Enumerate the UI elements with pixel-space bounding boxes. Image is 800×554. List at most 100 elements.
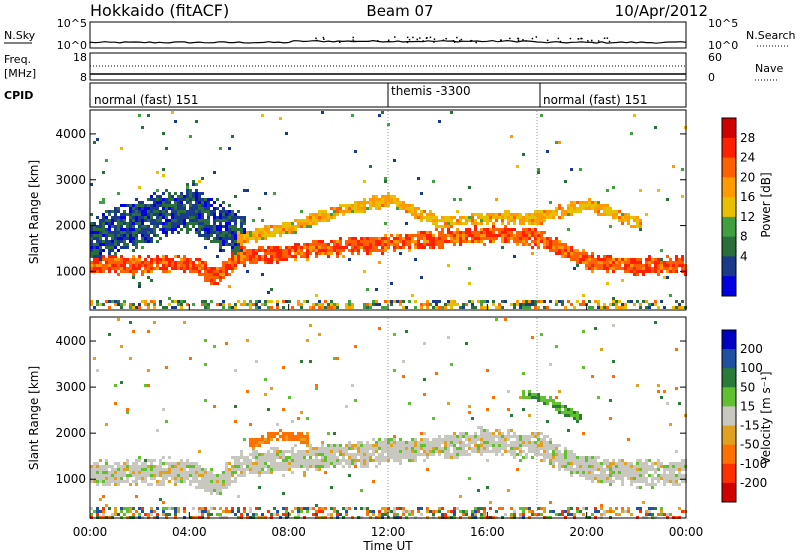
heatmap-cell bbox=[534, 450, 537, 453]
heatmap-cell bbox=[366, 513, 369, 516]
heatmap-cell bbox=[174, 474, 177, 477]
heatmap-cell bbox=[135, 270, 138, 273]
heatmap-cell bbox=[504, 450, 507, 453]
heatmap-cell bbox=[243, 510, 246, 513]
heatmap-cell bbox=[207, 273, 210, 276]
heatmap-cell bbox=[171, 264, 174, 267]
heatmap-cell bbox=[147, 204, 150, 207]
heatmap-cell bbox=[681, 264, 684, 267]
heatmap-cell bbox=[555, 303, 558, 306]
heatmap-cell bbox=[633, 273, 636, 276]
heatmap-cell bbox=[210, 282, 213, 285]
heatmap-cell bbox=[426, 456, 429, 459]
heatmap-cell bbox=[381, 447, 384, 450]
heatmap-cell bbox=[588, 255, 591, 258]
heatmap-cell bbox=[228, 477, 231, 480]
heatmap-cell bbox=[543, 402, 546, 405]
heatmap-cell bbox=[426, 468, 429, 471]
heatmap-cell bbox=[483, 507, 486, 510]
heatmap-cell bbox=[366, 459, 369, 462]
heatmap-cell bbox=[591, 462, 594, 465]
heatmap-cell bbox=[552, 465, 555, 468]
heatmap-cell bbox=[204, 207, 207, 210]
heatmap-cell bbox=[180, 219, 183, 222]
heatmap-cell bbox=[510, 213, 513, 216]
heatmap-cell bbox=[627, 264, 630, 267]
heatmap-cell bbox=[678, 468, 681, 471]
heatmap-cell bbox=[288, 513, 291, 516]
heatmap-cell bbox=[303, 507, 306, 510]
heatmap-cell bbox=[183, 225, 186, 228]
heatmap-cell bbox=[369, 165, 372, 168]
heatmap-cell bbox=[396, 198, 399, 201]
heatmap-cell bbox=[420, 276, 423, 279]
heatmap-cell bbox=[234, 228, 237, 231]
heatmap-cell bbox=[105, 300, 108, 303]
heatmap-cell bbox=[288, 438, 291, 441]
heatmap-cell bbox=[531, 303, 534, 306]
heatmap-cell bbox=[300, 306, 303, 309]
heatmap-cell bbox=[435, 225, 438, 228]
heatmap-cell bbox=[267, 450, 270, 453]
heatmap-cell bbox=[132, 237, 135, 240]
heatmap-cell bbox=[219, 303, 222, 306]
colorbar-tick-label: 200 bbox=[740, 342, 763, 356]
search-noise-point bbox=[522, 39, 524, 41]
heatmap-cell bbox=[327, 462, 330, 465]
heatmap-cell bbox=[153, 207, 156, 210]
heatmap-cell bbox=[402, 246, 405, 249]
heatmap-cell bbox=[465, 303, 468, 306]
heatmap-cell bbox=[468, 405, 471, 408]
heatmap-cell bbox=[426, 444, 429, 447]
heatmap-cell bbox=[615, 474, 618, 477]
heatmap-cell bbox=[132, 240, 135, 243]
heatmap-cell bbox=[333, 207, 336, 210]
heatmap-cell bbox=[183, 468, 186, 471]
heatmap-cell bbox=[363, 240, 366, 243]
heatmap-cell bbox=[336, 510, 339, 513]
heatmap-cell bbox=[237, 495, 240, 498]
heatmap-cell bbox=[180, 258, 183, 261]
heatmap-cell bbox=[636, 264, 639, 267]
heatmap-cell bbox=[456, 222, 459, 225]
heatmap-cell bbox=[192, 207, 195, 210]
heatmap-cell bbox=[291, 510, 294, 513]
heatmap-cell bbox=[165, 477, 168, 480]
heatmap-cell bbox=[315, 219, 318, 222]
heatmap-cell bbox=[630, 264, 633, 267]
heatmap-cell bbox=[639, 264, 642, 267]
heatmap-cell bbox=[576, 417, 579, 420]
heatmap-cell bbox=[555, 402, 558, 405]
heatmap-cell bbox=[351, 240, 354, 243]
heatmap-cell bbox=[333, 249, 336, 252]
heatmap-cell bbox=[636, 267, 639, 270]
heatmap-cell bbox=[639, 462, 642, 465]
heatmap-cell bbox=[429, 216, 432, 219]
heatmap-cell bbox=[486, 408, 489, 411]
heatmap-cell bbox=[189, 483, 192, 486]
heatmap-cell bbox=[297, 417, 300, 420]
heatmap-cell bbox=[231, 510, 234, 513]
heatmap-cell bbox=[588, 477, 591, 480]
heatmap-cell bbox=[135, 234, 138, 237]
heatmap-cell bbox=[525, 435, 528, 438]
heatmap-cell bbox=[219, 507, 222, 510]
heatmap-cell bbox=[615, 465, 618, 468]
heatmap-cell bbox=[231, 246, 234, 249]
heatmap-cell bbox=[477, 426, 480, 429]
heatmap-cell bbox=[633, 225, 636, 228]
heatmap-cell bbox=[549, 249, 552, 252]
heatmap-cell bbox=[522, 306, 525, 309]
heatmap-cell bbox=[471, 447, 474, 450]
heatmap-cell bbox=[288, 300, 291, 303]
heatmap-cell bbox=[186, 198, 189, 201]
heatmap-cell bbox=[144, 300, 147, 303]
heatmap-cell bbox=[585, 507, 588, 510]
heatmap-cell bbox=[375, 207, 378, 210]
heatmap-cell bbox=[504, 228, 507, 231]
heatmap-cell bbox=[96, 255, 99, 258]
heatmap-cell bbox=[162, 462, 165, 465]
heatmap-cell bbox=[189, 228, 192, 231]
heatmap-cell bbox=[255, 252, 258, 255]
heatmap-cell bbox=[456, 228, 459, 231]
